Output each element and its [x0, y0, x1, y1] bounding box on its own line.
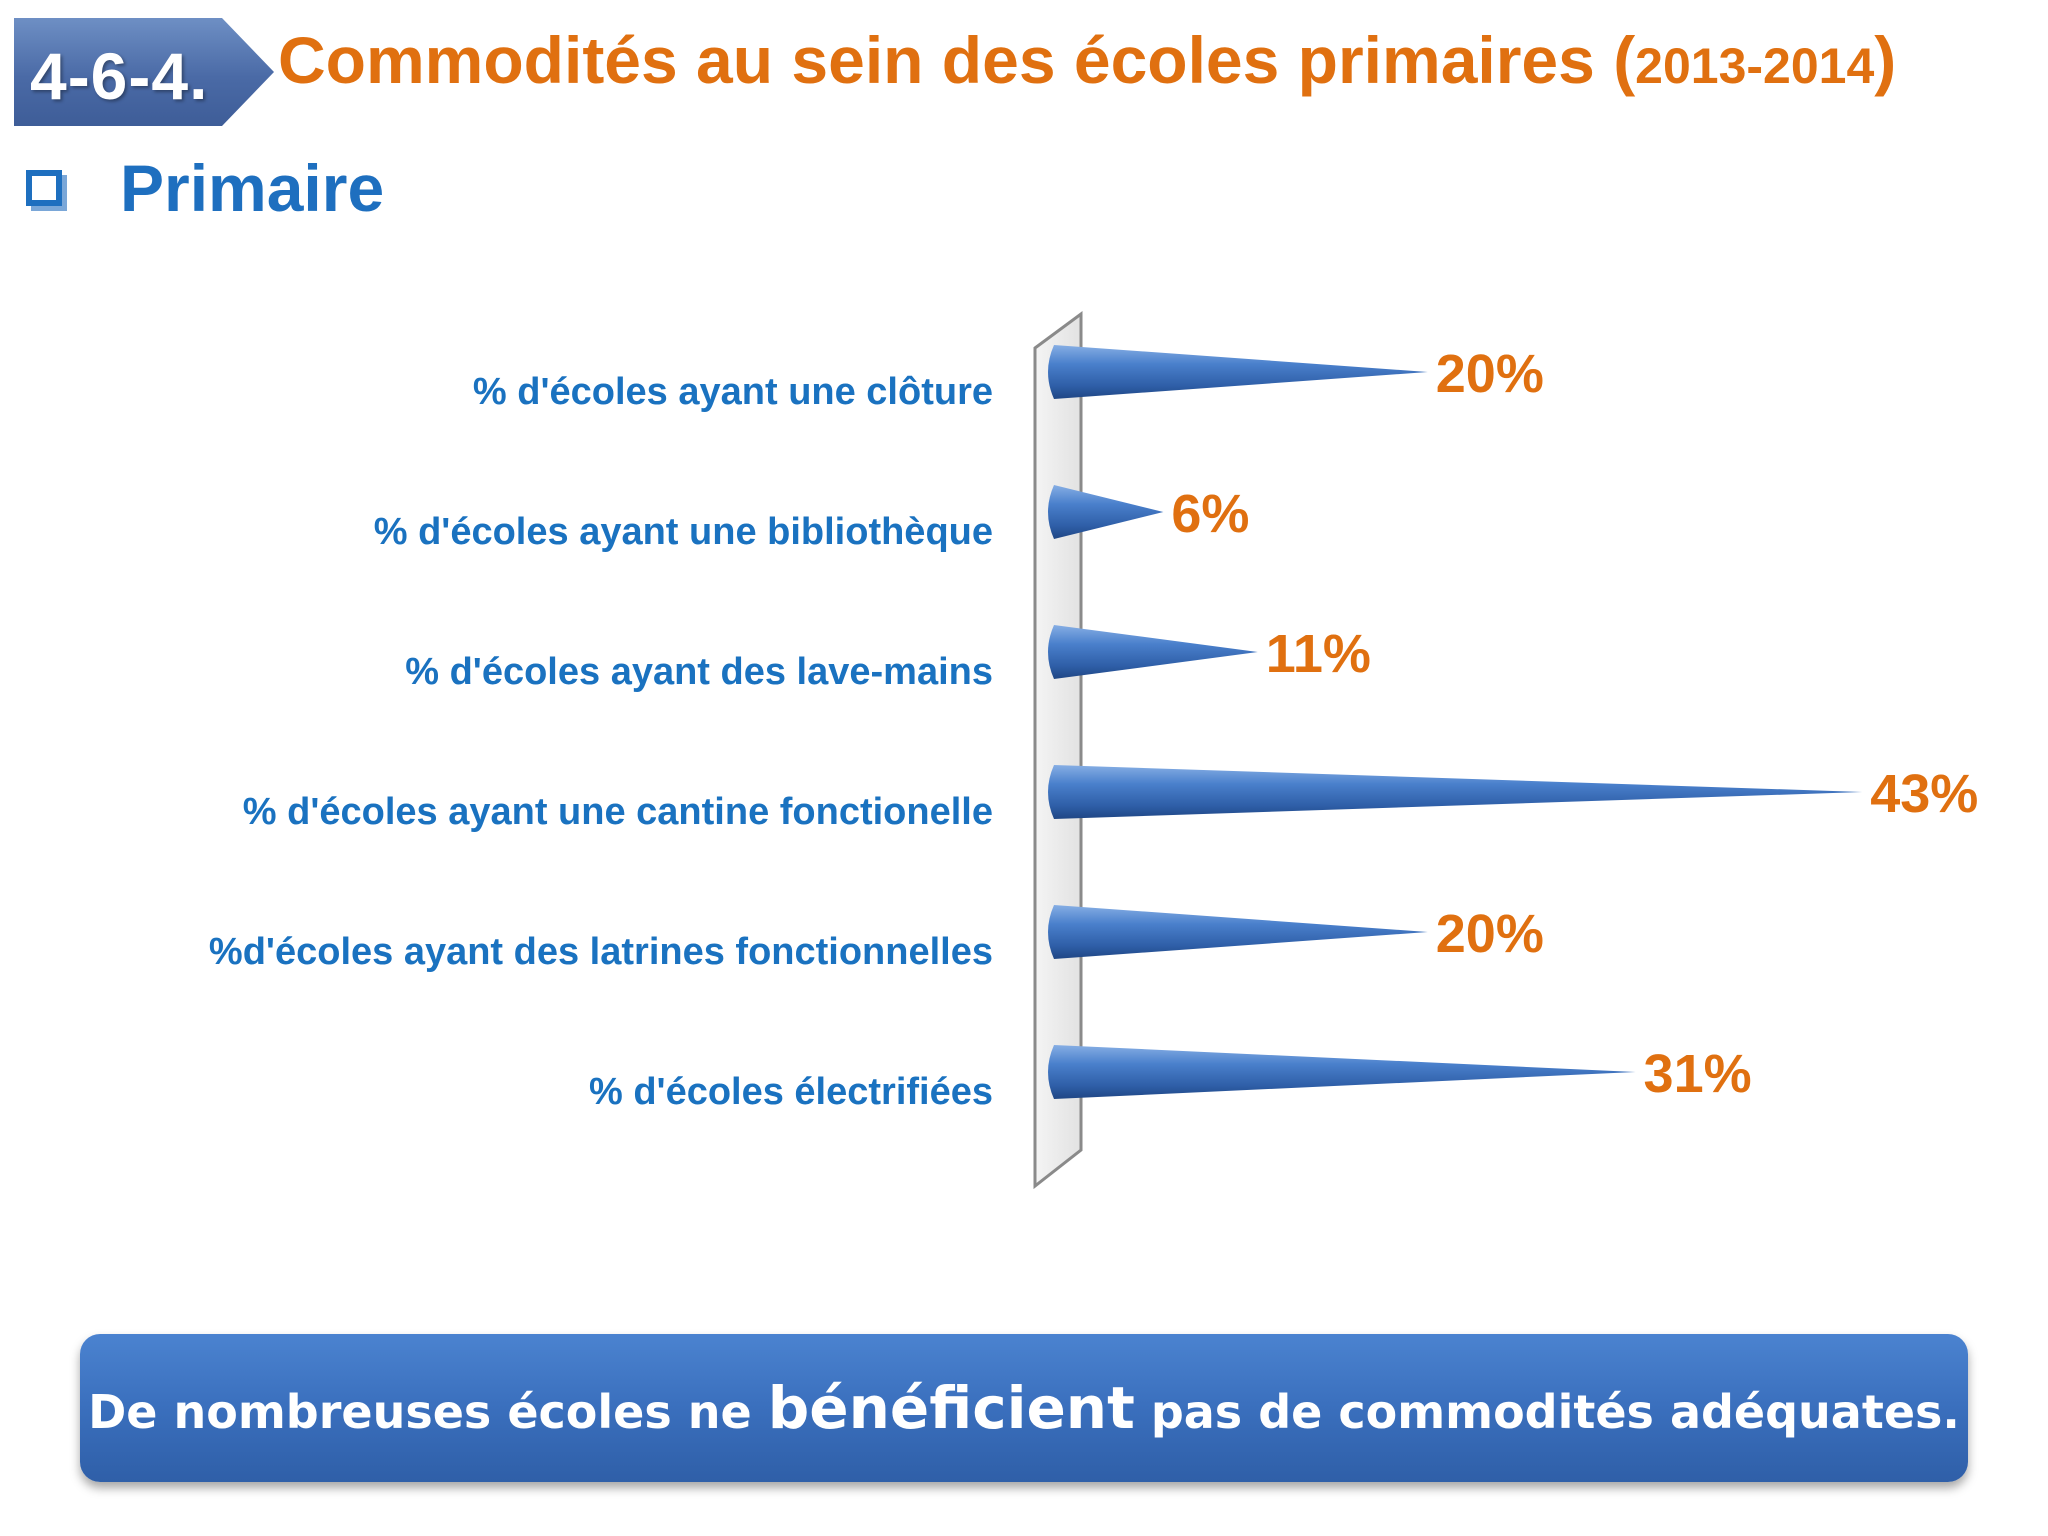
bar	[1048, 905, 1428, 959]
section-number: 4-6-4.	[30, 39, 209, 113]
title-paren-close: )	[1874, 23, 1897, 97]
category-label: % d'écoles électrifiées	[589, 1071, 993, 1113]
section-heading: Primaire	[26, 148, 384, 228]
section-label: Primaire	[120, 151, 385, 225]
category-labels: % d'écoles ayant une clôture % d'écoles a…	[209, 371, 993, 1113]
value-label: 20%	[1436, 904, 1544, 964]
bar	[1048, 485, 1164, 539]
value-label: 31%	[1644, 1044, 1752, 1104]
conclusion-text: De nombreuses écoles ne bénéficient pas …	[88, 1374, 1960, 1442]
bar	[1048, 625, 1258, 679]
conclusion-before: De nombreuses écoles ne	[88, 1385, 768, 1439]
page-title: Commodités au sein des écoles primaires …	[278, 22, 1896, 98]
value-labels: 20% 6% 11% 43% 20% 31%	[1171, 344, 1978, 1104]
category-label: % d'écoles ayant une clôture	[473, 371, 993, 413]
title-years: 2013-2014	[1635, 38, 1875, 94]
conclusion-banner: De nombreuses écoles ne bénéficient pas …	[80, 1334, 1968, 1482]
bars-group	[1048, 345, 1863, 1099]
conclusion-emphasis: bénéficient	[767, 1374, 1135, 1442]
bar	[1048, 765, 1863, 819]
value-label: 11%	[1266, 624, 1371, 684]
value-label: 6%	[1171, 484, 1249, 544]
category-label: %d'écoles ayant des latrines fonctionnel…	[209, 931, 993, 973]
category-label: % d'écoles ayant une bibliothèque	[374, 511, 993, 553]
conclusion-after: pas de commodités adéquates.	[1134, 1385, 1960, 1439]
bar	[1048, 345, 1428, 399]
title-paren-open: (	[1613, 23, 1636, 97]
category-label: % d'écoles ayant des lave-mains	[405, 651, 993, 693]
bar	[1048, 1045, 1636, 1099]
title-main: Commodités au sein des écoles primaires	[278, 23, 1614, 97]
category-label: % d'écoles ayant une cantine fonctionell…	[243, 791, 993, 833]
section-number-badge	[14, 18, 274, 126]
value-label: 20%	[1436, 344, 1544, 404]
value-label: 43%	[1870, 764, 1978, 824]
checkbox-bullet-icon	[26, 170, 62, 206]
